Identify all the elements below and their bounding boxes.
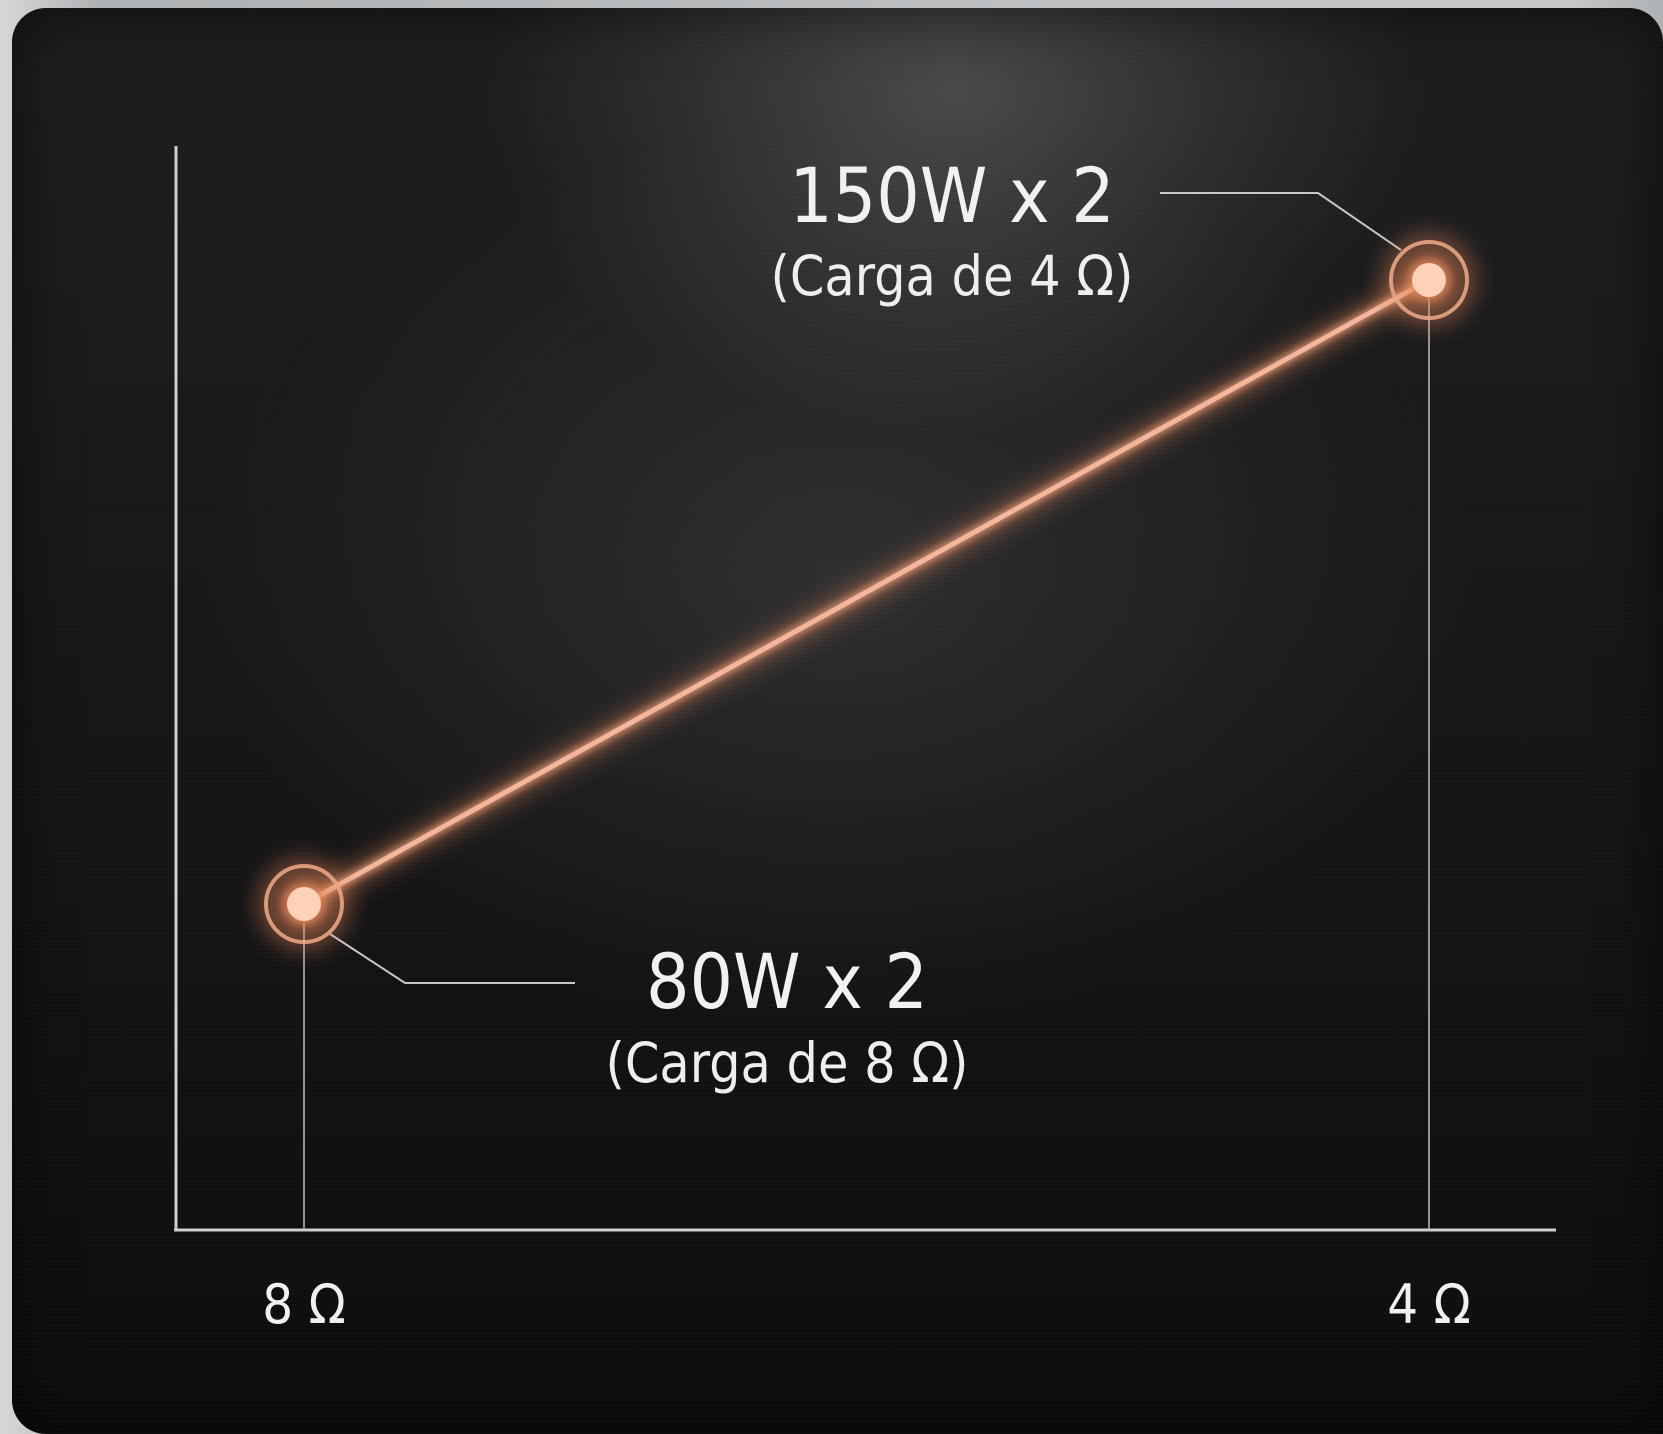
leader-line-150w: [1160, 192, 1402, 251]
leader-line-80w: [329, 933, 575, 984]
data-point-80w: [287, 887, 321, 921]
series-line: [301, 277, 1432, 907]
x-tick-label-8-ohm: 8 Ω: [262, 1273, 345, 1336]
data-label-150w: 150W x 2: [789, 151, 1114, 240]
data-point-ring-80w: [264, 864, 344, 944]
data-sublabel-4-ohm: (Carga de 4 Ω): [771, 244, 1134, 308]
x-tick-label-4-ohm: 4 Ω: [1387, 1273, 1470, 1336]
data-point-150w: [1412, 263, 1446, 297]
data-point-ring-150w: [1389, 240, 1469, 320]
data-sublabel-8-ohm: (Carga de 8 Ω): [606, 1031, 969, 1095]
data-label-80w: 80W x 2: [646, 937, 928, 1026]
